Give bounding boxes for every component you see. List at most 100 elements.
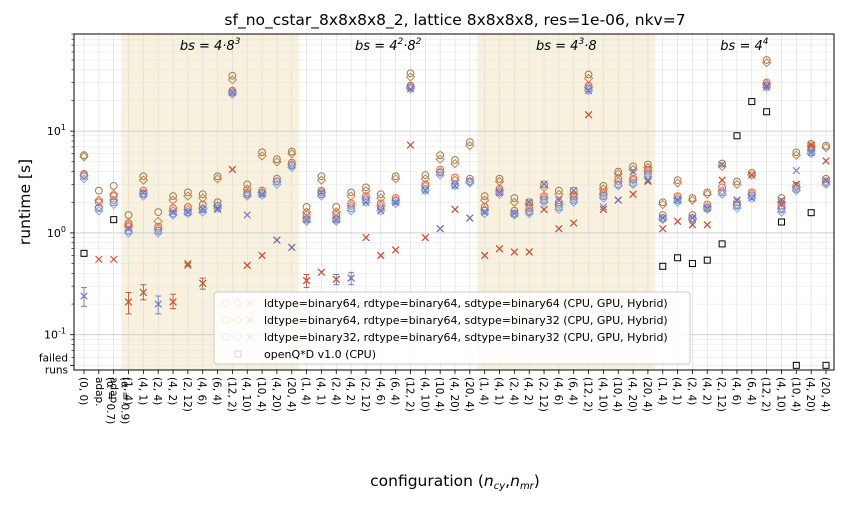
point-s0-cpu-6 bbox=[169, 192, 177, 200]
point-s0-gpu-38 bbox=[643, 162, 653, 173]
point-s2-cpu-11 bbox=[243, 190, 252, 199]
x-tick-label-33: (6, 4) bbox=[567, 377, 579, 405]
point-s2-cpu-15 bbox=[302, 215, 311, 224]
x-tick-label-6: (4, 2) bbox=[166, 377, 178, 405]
x-tick-label-43: (2, 12) bbox=[715, 377, 727, 412]
point-openqxd-49 bbox=[807, 209, 815, 217]
point-s1-cpu-7 bbox=[183, 203, 192, 211]
point-s2-cpu-1 bbox=[94, 204, 103, 213]
point-s1-gpu-36 bbox=[613, 176, 623, 187]
point-s1-cpu-27 bbox=[480, 203, 489, 211]
point-s1-cpu-31 bbox=[540, 192, 548, 200]
x-tick-label-20: (4, 6) bbox=[374, 377, 386, 405]
point-s2-gpu-15 bbox=[301, 216, 312, 227]
point-s2-gpu-42 bbox=[702, 204, 712, 215]
point-s2-cpu-24 bbox=[436, 168, 445, 177]
point-s2-hybrid-25 bbox=[451, 182, 459, 190]
point-s0-cpu-29 bbox=[510, 194, 519, 202]
point-s2-cpu-13 bbox=[273, 177, 281, 186]
point-s1-cpu-50 bbox=[822, 174, 830, 183]
point-s2-cpu-20 bbox=[376, 204, 385, 213]
point-s0-cpu-4 bbox=[139, 172, 148, 181]
point-s2-cpu-48 bbox=[792, 185, 801, 193]
point-s0-gpu-2 bbox=[108, 189, 119, 199]
point-s2-cpu-8 bbox=[198, 205, 207, 214]
point-s1-gpu-23 bbox=[420, 181, 431, 191]
point-s2-hybrid-18 bbox=[347, 274, 355, 282]
y-tick-label-1: 100 bbox=[47, 225, 66, 240]
legend-box bbox=[213, 291, 691, 365]
x-tick-label-32: (4, 6) bbox=[552, 377, 564, 405]
x-tick-label-34: (12, 2) bbox=[582, 377, 594, 412]
point-s0-gpu-25 bbox=[450, 158, 460, 169]
point-s2-cpu-22 bbox=[406, 83, 415, 92]
x-tick-label-2-b: (α = 0.9) bbox=[119, 377, 131, 424]
point-s2-cpu-3 bbox=[124, 226, 133, 235]
point-s1-hybrid-17 bbox=[332, 275, 340, 284]
point-s2-cpu-4 bbox=[139, 190, 148, 199]
point-s2-gpu-13 bbox=[272, 179, 282, 190]
point-s2-hybrid-30 bbox=[525, 198, 533, 206]
point-s0-gpu-6 bbox=[168, 195, 178, 205]
point-s1-gpu-38 bbox=[643, 166, 653, 177]
point-s0-cpu-2 bbox=[109, 181, 118, 190]
x-tick-label-24: (10, 4) bbox=[433, 377, 445, 412]
point-s1-hybrid-28 bbox=[495, 244, 504, 253]
point-s1-cpu-1 bbox=[94, 198, 103, 207]
point-s1-cpu-3 bbox=[124, 219, 133, 227]
point-s2-gpu-6 bbox=[168, 210, 178, 220]
point-s1-cpu-30 bbox=[525, 204, 534, 213]
point-s1-gpu-13 bbox=[272, 176, 282, 187]
legend-label-0: ldtype=binary64, rdtype=binary64, sdtype… bbox=[264, 297, 668, 310]
point-s0-cpu-44 bbox=[733, 177, 741, 186]
point-s0-cpu-22 bbox=[406, 69, 415, 78]
point-s2-gpu-44 bbox=[732, 203, 742, 213]
failed-label-line1: failed bbox=[39, 352, 68, 364]
point-s0-cpu-24 bbox=[436, 151, 445, 160]
group-labels: bs = 4·83 bs = 42·82 bs = 43·8 bs = 44 bbox=[180, 37, 769, 54]
group-label-3: bs = 44 bbox=[720, 37, 768, 54]
x-tick-label-3: (1, 4) bbox=[122, 377, 134, 405]
point-s1-hybrid-45 bbox=[748, 171, 756, 179]
point-s2-cpu-29 bbox=[510, 209, 519, 218]
point-s0-cpu-32 bbox=[554, 186, 563, 195]
point-s2-cpu-17 bbox=[332, 215, 341, 224]
point-s2-gpu-10 bbox=[227, 89, 238, 100]
point-s2-gpu-40 bbox=[672, 197, 683, 207]
point-s1-hybrid-33 bbox=[570, 219, 578, 227]
group-shading bbox=[121, 34, 656, 370]
point-s2-hybrid-3 bbox=[124, 225, 133, 233]
point-s1-cpu-21 bbox=[391, 194, 400, 202]
point-s0-cpu-34 bbox=[584, 70, 593, 79]
point-s2-cpu-14 bbox=[287, 161, 296, 170]
x-tick-label-1-b: (α = 0.7) bbox=[104, 377, 116, 424]
point-s1-gpu-39 bbox=[658, 213, 668, 223]
x-tick-label-2: adap. bbox=[108, 377, 120, 407]
point-s2-gpu-0 bbox=[79, 174, 89, 184]
group-label-0: bs = 4·83 bbox=[180, 37, 241, 54]
point-s2-cpu-40 bbox=[673, 196, 682, 205]
x-tick-label-18: (4, 2) bbox=[344, 377, 356, 405]
point-s0-gpu-26 bbox=[465, 140, 475, 151]
point-s0-cpu-9 bbox=[213, 172, 222, 181]
point-s1-cpu-5 bbox=[154, 222, 163, 231]
point-s0-cpu-40 bbox=[673, 176, 682, 185]
point-s2-gpu-48 bbox=[791, 185, 802, 196]
point-s0-cpu-48 bbox=[792, 148, 801, 157]
x-tick-label-14: (20, 4) bbox=[285, 377, 297, 412]
x-tick-label-5: (2, 4) bbox=[151, 377, 163, 405]
point-s2-hybrid-11 bbox=[243, 211, 251, 219]
point-s2-cpu-25 bbox=[451, 180, 459, 189]
point-s2-hybrid-38 bbox=[644, 176, 652, 184]
x-tick-label-39: (1, 4) bbox=[656, 377, 668, 405]
x-tick-label-27: (1, 4) bbox=[478, 377, 490, 405]
point-s1-gpu-10 bbox=[227, 87, 238, 98]
x-tick-label-47: (4, 10) bbox=[774, 377, 786, 412]
point-s2-cpu-33 bbox=[569, 196, 578, 205]
point-s0-cpu-19 bbox=[362, 183, 370, 192]
x-tick-label-21: (6, 4) bbox=[389, 377, 401, 405]
x-tick-label-41: (2, 4) bbox=[685, 377, 697, 405]
point-s2-gpu-20 bbox=[376, 206, 386, 216]
point-openqxd-0 bbox=[80, 249, 88, 257]
